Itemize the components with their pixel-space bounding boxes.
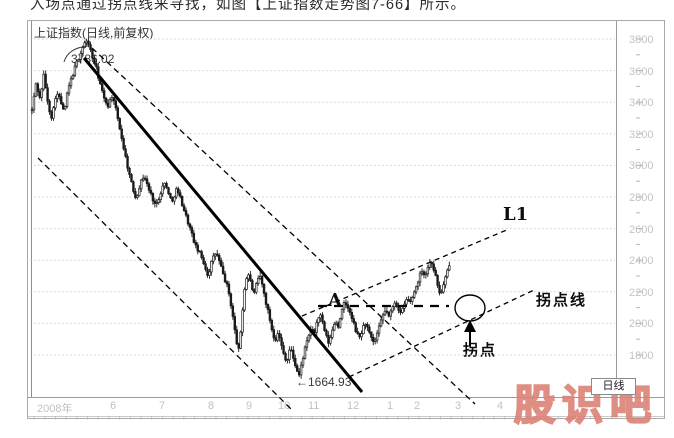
- lower-channel-dashed: [37, 157, 293, 411]
- price-tick-label: 3800: [629, 34, 654, 46]
- page-caption-clipped: 入场点通过拐点线来寻找，如图【上证指数走势图7-66】所示。: [0, 0, 674, 11]
- time-tick-label: 9: [246, 400, 253, 412]
- time-axis-divider: [28, 397, 664, 398]
- main-downtrend-line: [82, 57, 364, 393]
- price-scale-divider: [616, 21, 617, 397]
- time-tick-label: 4: [497, 400, 504, 412]
- price-tick-label: 2400: [629, 255, 654, 268]
- price-tick-label: 2000: [629, 318, 654, 331]
- site-watermark: 股识吧: [513, 381, 658, 429]
- time-tick-label: 7: [159, 400, 166, 412]
- period-selector-button[interactable]: 日线: [591, 378, 636, 395]
- price-tick-label: 3200: [629, 128, 654, 141]
- price-tick-label: 2200: [629, 286, 654, 299]
- turning-point-line: [348, 289, 535, 378]
- line-l1-label: L1: [503, 204, 529, 225]
- time-tick-label: 6: [110, 400, 117, 412]
- time-tick-label: 8: [208, 400, 215, 412]
- price-tick-label: 2600: [629, 223, 654, 236]
- time-tick-label: 2008年: [37, 403, 73, 415]
- turning-line-label: 拐点线: [536, 292, 588, 309]
- price-tick-label: 3000: [629, 160, 654, 173]
- time-axis-bottom-line: [28, 416, 664, 417]
- stock-chart-window: 上证指数(日线,前复权) 3800 3600 3400 3200 3000 2800 260…: [27, 20, 665, 419]
- time-tick-label: 1: [387, 400, 394, 412]
- time-tick-label: 2: [414, 400, 421, 412]
- price-tick-label: 3600: [629, 65, 654, 78]
- plot-area-border: [31, 21, 617, 397]
- price-tick-label: 1800: [629, 350, 654, 362]
- turning-point-circle: [454, 294, 486, 322]
- upper-channel-dashed: [91, 47, 476, 405]
- time-tick-label: 3: [455, 400, 462, 412]
- time-tick-label: 12: [347, 400, 360, 412]
- price-tick-label: 3400: [629, 97, 654, 110]
- chart-title: 上证指数(日线,前复权): [34, 26, 154, 40]
- time-tick-label: 11: [308, 400, 320, 412]
- peak-leader-curve: [63, 45, 89, 63]
- price-tick-label: 2800: [629, 192, 654, 204]
- l1-trend-line: [301, 228, 510, 317]
- low-price-label: ←1664.93: [296, 375, 352, 389]
- page-caption-text: 入场点通过拐点线来寻找，如图【上证指数走势图7-66】所示。: [30, 0, 467, 11]
- turning-point-arrow-head: [464, 320, 476, 332]
- time-tick-label: 10: [278, 400, 291, 412]
